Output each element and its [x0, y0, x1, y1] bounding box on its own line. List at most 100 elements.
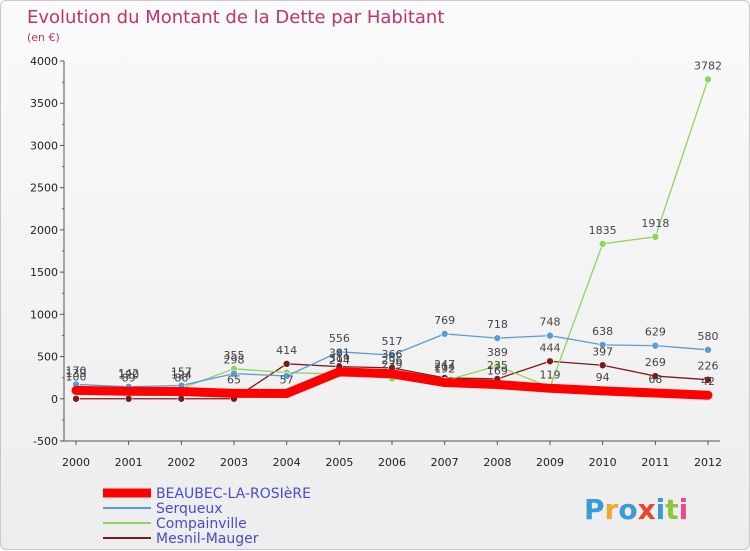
data-label: 296 — [382, 354, 403, 367]
series-point-1 — [546, 331, 554, 340]
x-tick-label: 2005 — [325, 456, 353, 469]
data-label: 414 — [276, 344, 297, 357]
series-point-1 — [704, 345, 712, 354]
series-point-1 — [440, 330, 449, 338]
data-label: 298 — [224, 354, 245, 367]
data-label: 239 — [382, 359, 403, 372]
data-label: 748 — [540, 316, 561, 329]
data-label: 94 — [596, 371, 610, 384]
y-tick-label: 4000 — [30, 55, 58, 68]
data-label: 86 — [174, 372, 188, 385]
data-label: 769 — [434, 314, 455, 327]
series-point-2 — [493, 362, 502, 370]
x-tick-label: 2008 — [483, 456, 511, 469]
data-label: 142 — [118, 367, 139, 380]
x-tick-label: 2004 — [273, 456, 301, 469]
data-label: 517 — [382, 335, 403, 348]
series-point-1 — [598, 341, 607, 349]
chart-subtitle: (en €) — [27, 31, 60, 44]
logo-letter: i — [679, 493, 689, 526]
y-tick-label: 500 — [37, 351, 58, 364]
logo-letter: r — [605, 493, 619, 526]
data-label: 247 — [434, 358, 455, 371]
data-label: 65 — [227, 373, 241, 386]
legend-label: Serqueux — [156, 501, 223, 517]
series-point-2 — [598, 240, 607, 248]
y-tick-label: 3000 — [30, 139, 58, 152]
series-point-3 — [177, 394, 186, 403]
series-point-1 — [651, 341, 660, 350]
data-label: 269 — [645, 356, 666, 369]
data-label: 319 — [329, 352, 350, 365]
data-label: 157 — [171, 366, 192, 379]
data-label: 192 — [434, 363, 455, 376]
logo-letter: x — [638, 493, 656, 526]
chart-title: Evolution du Montant de la Dette par Hab… — [27, 7, 444, 28]
x-tick-label: 2000 — [62, 456, 90, 469]
data-label: 1918 — [641, 217, 669, 230]
data-label: 235 — [487, 359, 508, 372]
data-label: 57 — [280, 373, 294, 386]
data-label: 68 — [648, 373, 662, 386]
x-tick-label: 2009 — [536, 456, 564, 469]
series-point-1 — [493, 334, 502, 342]
logo-letter: o — [618, 493, 637, 526]
series-point-3 — [72, 394, 80, 403]
data-label: 556 — [329, 332, 350, 345]
data-label: 124 — [171, 368, 192, 381]
logo-letter: i — [656, 493, 666, 526]
data-label: 355 — [224, 349, 245, 362]
x-tick-label: 2012 — [694, 456, 722, 469]
data-label: 294 — [329, 354, 350, 367]
y-tick-label: 2500 — [30, 182, 58, 195]
y-tick-label: -500 — [33, 435, 58, 448]
series-point-3 — [124, 394, 133, 403]
data-label: 100 — [66, 370, 87, 383]
data-label: 169 — [487, 365, 508, 378]
series-point-1 — [282, 372, 291, 380]
data-label: 170 — [66, 364, 87, 377]
series-point-1 — [230, 369, 238, 378]
legend-label: Compainville — [156, 516, 247, 532]
axes: -500 0 500 1000 1500 2000 2500 3000 3500 4000 2000… — [30, 55, 722, 469]
x-tick-label: 2007 — [431, 456, 459, 469]
data-label: 366 — [382, 348, 403, 361]
data-label: 629 — [645, 326, 666, 339]
legend: BEAUBEC-LA-ROSIèRESerqueuxCompainvilleMe… — [103, 486, 311, 547]
series-line-0 — [71, 367, 713, 400]
series-layer — [71, 75, 713, 403]
data-label: 381 — [329, 347, 350, 360]
data-label: 89 — [122, 371, 136, 384]
series-point-3 — [651, 372, 660, 380]
series-point-3 — [546, 357, 554, 366]
y-tick-label: 2000 — [30, 224, 58, 237]
data-label: 226 — [698, 360, 719, 373]
data-label: 139 — [66, 367, 87, 380]
data-label: 42 — [701, 375, 715, 388]
series-point-1 — [388, 351, 396, 359]
x-tick-label: 2002 — [167, 456, 195, 469]
data-label: 718 — [487, 318, 508, 331]
series-point-2 — [704, 75, 712, 84]
y-tick-label: 0 — [51, 393, 58, 406]
data-label: 3782 — [694, 59, 722, 72]
logo-text: Proxiti — [584, 493, 688, 526]
data-label: 389 — [487, 346, 508, 359]
logo-letter: P — [584, 493, 605, 526]
series-point-3 — [598, 361, 607, 370]
legend-label: BEAUBEC-LA-ROSIèRE — [156, 486, 311, 502]
y-tick-label: 1500 — [30, 266, 58, 279]
data-label: 444 — [540, 341, 561, 354]
y-tick-label: 1000 — [30, 308, 58, 321]
x-tick-label: 2010 — [589, 456, 617, 469]
data-label: 580 — [698, 330, 719, 343]
data-labels-layer: 100 89 86 65 57 319 296 192 169 119 94 68 42 170 142 15… — [66, 59, 723, 388]
data-label: 214 — [434, 361, 455, 374]
x-tick-label: 2011 — [641, 456, 669, 469]
data-label: 638 — [592, 325, 613, 338]
logo-letter: t — [665, 493, 678, 526]
proxiti-logo: Proxiti — [584, 493, 688, 526]
data-label: 120 — [118, 369, 139, 382]
